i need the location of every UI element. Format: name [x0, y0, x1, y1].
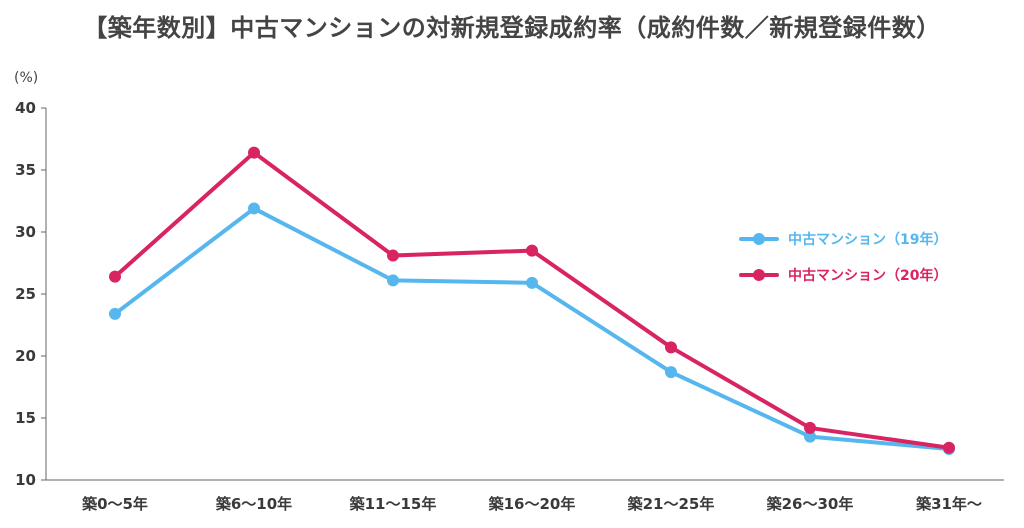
data-point [526, 276, 538, 289]
x-tick-label: 築0～5年 [81, 495, 148, 513]
y-tick-labels: 10 15 20 25 30 35 40 [15, 99, 46, 489]
legend-label: 中古マンション（19年） [788, 231, 947, 248]
y-tick-label: 25 [15, 285, 36, 303]
y-tick-label: 15 [15, 409, 36, 427]
series-2 [109, 146, 955, 454]
legend-item: 中古マンション（20年） [739, 267, 947, 284]
y-axis-unit-label: (%) [14, 70, 39, 86]
data-point [665, 341, 677, 354]
data-point [248, 202, 260, 215]
legend: 中古マンション（19年） 中古マンション（20年） [739, 231, 947, 284]
x-tick-label: 築21～25年 [627, 495, 715, 513]
data-point [526, 244, 538, 257]
legend-marker [753, 269, 765, 281]
x-tick-label: 築31年～ [915, 495, 982, 513]
data-point [943, 441, 955, 454]
y-tick-label: 35 [15, 161, 36, 179]
legend-label: 中古マンション（20年） [788, 267, 947, 284]
chart-title: 【築年数別】中古マンションの対新規登録成約率（成約件数／新規登録件数） [83, 14, 941, 42]
data-point [248, 146, 260, 159]
data-point [387, 274, 399, 287]
x-tick-label: 築11～15年 [349, 495, 437, 513]
series-group [109, 146, 955, 455]
data-point [109, 307, 121, 320]
data-point [665, 366, 677, 379]
data-point [804, 421, 816, 434]
x-tick-label: 築26～30年 [766, 495, 854, 513]
axes [45, 108, 1004, 481]
data-point [804, 430, 816, 443]
x-tick-label: 築6～10年 [215, 495, 292, 513]
x-tick-labels: 築0～5年 築6～10年 築11～15年 築16～20年 築21～25年 築26～30年 築… [81, 495, 982, 513]
y-tick-label: 40 [15, 99, 36, 117]
x-tick-label: 築16～20年 [488, 495, 576, 513]
series-line [113, 150, 951, 450]
legend-marker [753, 233, 765, 245]
data-point [387, 249, 399, 262]
y-tick-label: 10 [15, 471, 36, 489]
y-tick-label: 20 [15, 347, 36, 365]
data-point [109, 270, 121, 283]
y-tick-label: 30 [15, 223, 36, 241]
legend-item: 中古マンション（19年） [739, 231, 947, 248]
